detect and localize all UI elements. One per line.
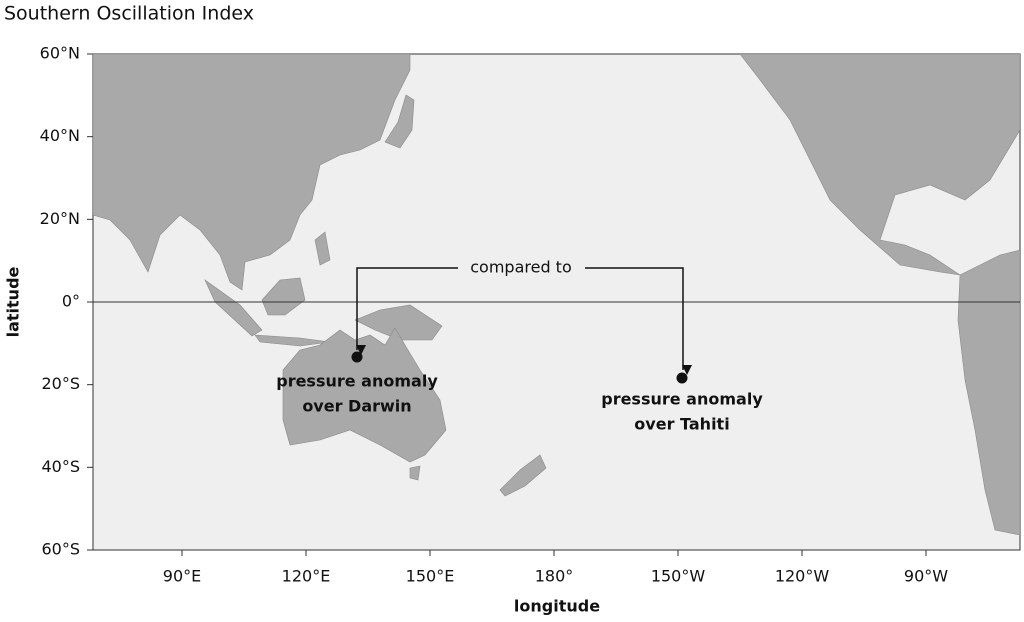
y-axis-label: latitude [4, 266, 23, 337]
tahiti-label: over Tahiti [634, 415, 729, 434]
tahiti-dot [676, 372, 688, 384]
darwin-label: pressure anomaly [276, 372, 438, 391]
x-axis-label: longitude [514, 597, 600, 616]
arrow-tahiti [585, 267, 692, 375]
y-tick-label: 0° [62, 292, 80, 311]
y-tick-label: 20°N [40, 209, 80, 228]
link-label: compared to [470, 258, 572, 277]
y-tick-label: 40°N [40, 126, 80, 145]
title: Southern Oscillation Index [4, 3, 254, 25]
map: compared to pressure anomaly over Darwin… [92, 53, 1021, 551]
darwin-label: over Darwin [302, 397, 411, 416]
x-tick-label: 150°E [406, 567, 455, 586]
tahiti-label: pressure anomaly [601, 390, 763, 409]
y-tick-label: 40°S [41, 457, 80, 476]
x-tick-label: 120°E [282, 567, 331, 586]
x-tick-label: 180° [535, 567, 574, 586]
arrow-darwin [356, 267, 458, 355]
y-tick-label: 60°N [40, 44, 80, 63]
x-tick-label: 90°W [904, 567, 948, 586]
y-tick-label: 60°S [41, 540, 80, 559]
y-tick-label: 20°S [41, 374, 80, 393]
darwin-dot [351, 351, 363, 363]
x-tick-label: 150°W [651, 567, 706, 586]
x-tick-label: 90°E [163, 567, 201, 586]
x-tick-label: 120°W [775, 567, 830, 586]
landmasses [93, 54, 1020, 536]
